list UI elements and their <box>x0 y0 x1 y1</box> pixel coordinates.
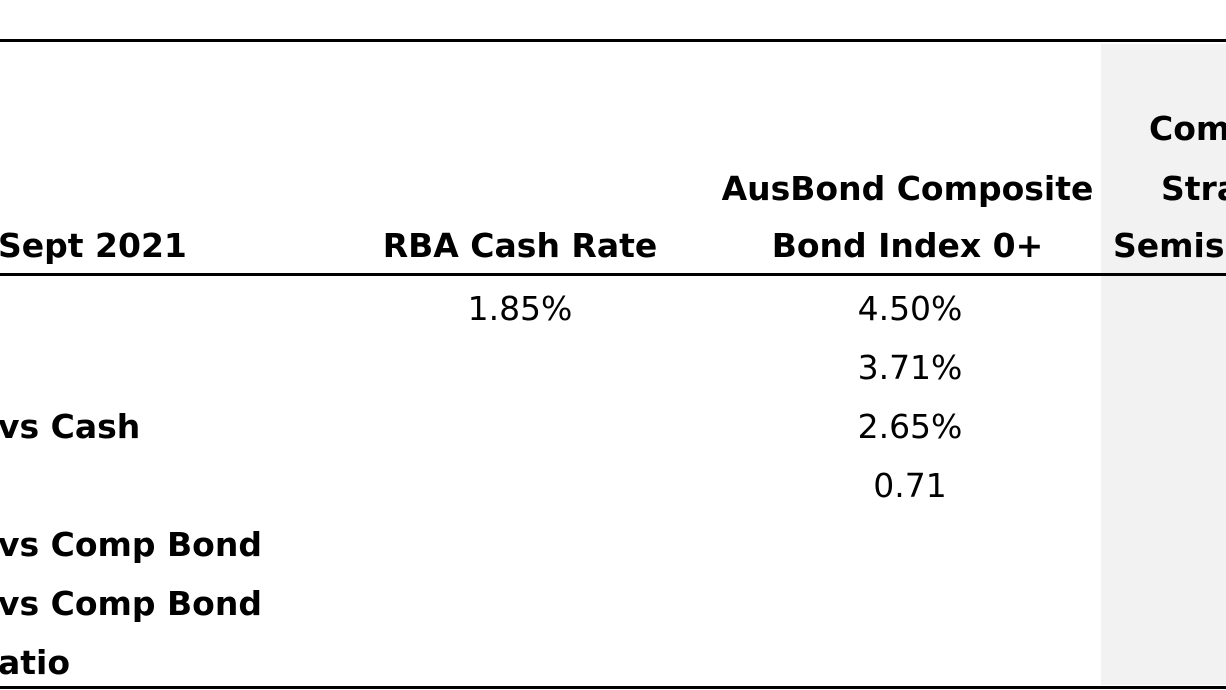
row-label: vs Cash <box>0 407 141 446</box>
header-period: Sept 2021 <box>0 226 187 265</box>
header-ausbond-line1: AusBond Composite <box>721 169 1094 208</box>
header-comp-line3: Semis, <box>1113 226 1226 265</box>
row-ausbond-value: 2.65% <box>857 407 963 446</box>
header-ausbond-line2: Bond Index 0+ <box>771 226 1044 265</box>
shaded-column-background <box>1101 44 1226 685</box>
header-rba-cash-rate: RBA Cash Rate <box>382 226 658 265</box>
header-comp-line2: Stra <box>1161 169 1226 208</box>
top-border-rule <box>0 39 1226 42</box>
row-ausbond-value: 0.71 <box>873 466 947 505</box>
bottom-border-rule <box>0 686 1226 689</box>
row-ausbond-value: 3.71% <box>857 348 963 387</box>
row-rba-value: 1.85% <box>467 289 573 328</box>
row-ausbond-value: 4.50% <box>857 289 963 328</box>
row-label: vs Comp Bond <box>0 525 262 564</box>
header-comp-line1: Com <box>1149 109 1226 148</box>
row-label: vs Comp Bond <box>0 584 262 623</box>
row-label: atio <box>0 643 71 682</box>
header-bottom-rule <box>0 273 1226 276</box>
